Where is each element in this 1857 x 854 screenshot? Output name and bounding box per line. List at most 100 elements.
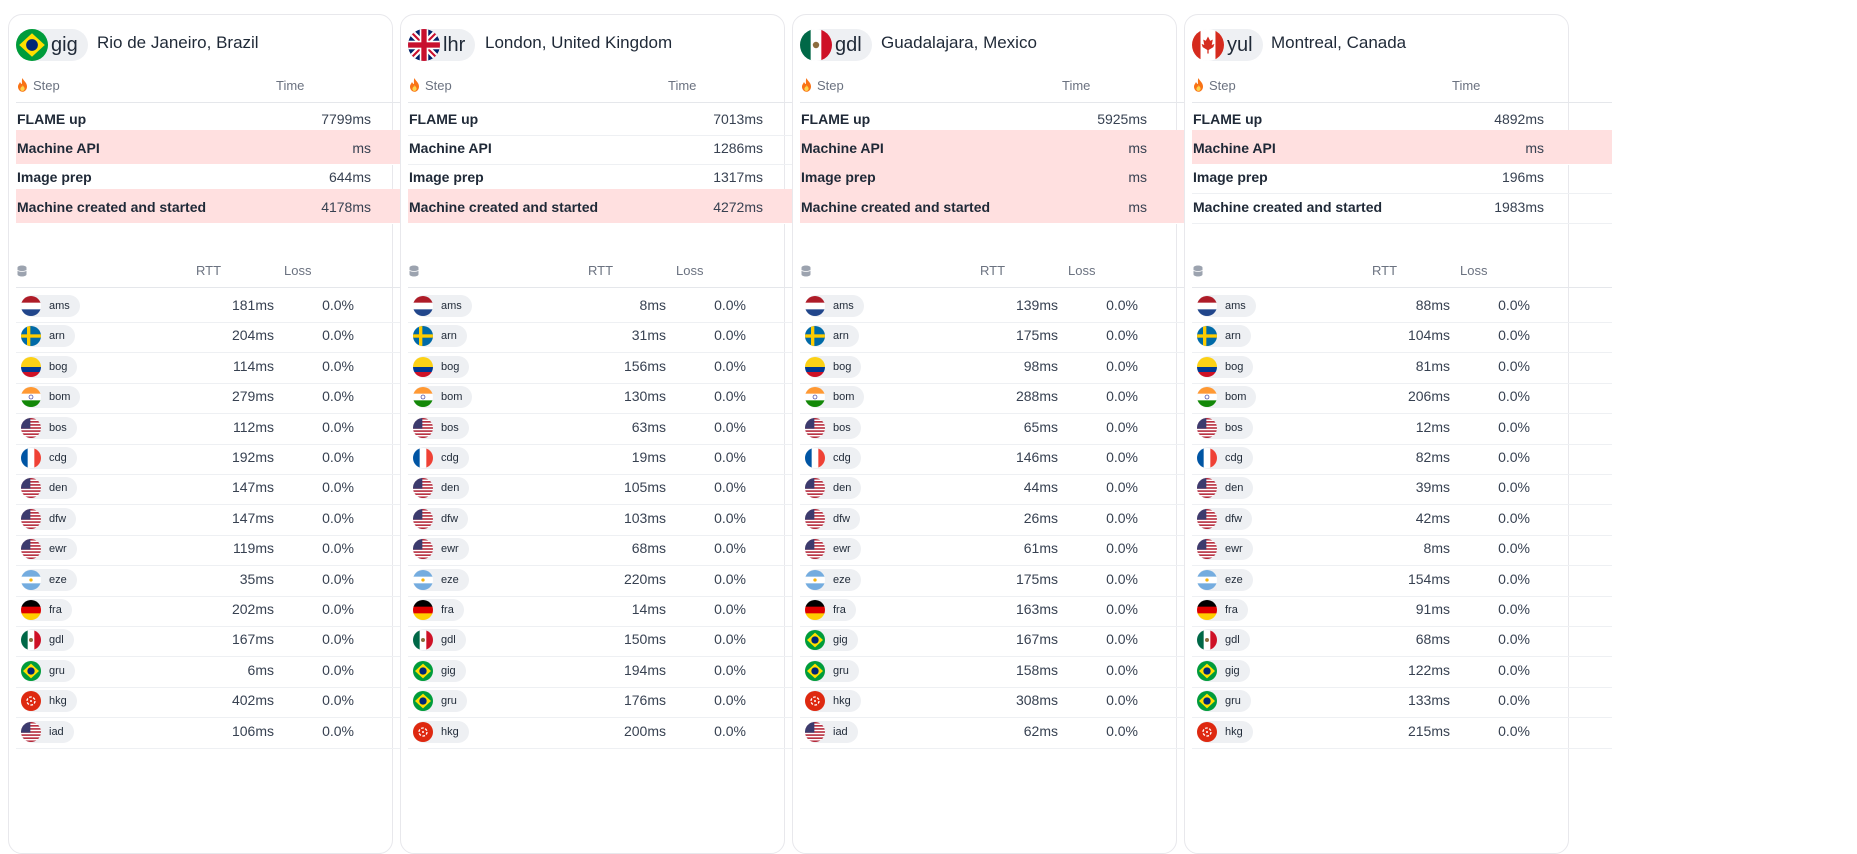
- region-badge[interactable]: lhr: [408, 29, 476, 61]
- ping-region-badge[interactable]: gdl: [21, 629, 74, 651]
- ping-region-badge[interactable]: gig: [805, 629, 858, 651]
- ping-region-badge[interactable]: ams: [21, 295, 80, 317]
- ping-region-badge[interactable]: ewr: [1197, 538, 1253, 560]
- ping-region-code: eze: [833, 574, 851, 586]
- ping-region-badge[interactable]: fra: [1197, 599, 1248, 621]
- ping-region-code: bos: [833, 422, 851, 434]
- ping-region-badge[interactable]: iad: [21, 721, 74, 743]
- ping-rtt: 194ms: [623, 662, 666, 678]
- ping-region-badge[interactable]: gru: [1197, 690, 1251, 712]
- ping-region-badge[interactable]: gdl: [413, 629, 466, 651]
- ar-flag-icon: [1197, 570, 1217, 590]
- ping-region-badge[interactable]: fra: [413, 599, 464, 621]
- ping-rtt: 202ms: [231, 601, 274, 617]
- step-time: 5925ms: [1097, 111, 1147, 127]
- ping-region-badge[interactable]: gdl: [1197, 629, 1250, 651]
- ping-region-badge[interactable]: iad: [805, 721, 858, 743]
- nl-flag-icon: [413, 296, 433, 316]
- ping-region-badge[interactable]: gig: [413, 660, 466, 682]
- ping-region-badge[interactable]: bom: [413, 386, 473, 408]
- ping-region-badge[interactable]: hkg: [1197, 721, 1253, 743]
- ping-region-badge[interactable]: arn: [805, 325, 859, 347]
- ping-region-badge[interactable]: eze: [21, 569, 77, 591]
- ping-region-badge[interactable]: dfw: [21, 508, 77, 530]
- ping-region-badge[interactable]: dfw: [413, 508, 469, 530]
- region-badge[interactable]: yul: [1192, 29, 1263, 61]
- us-flag-icon: [805, 418, 825, 438]
- ping-region-badge[interactable]: bos: [805, 417, 861, 439]
- ping-region-badge[interactable]: bog: [413, 356, 470, 378]
- ping-region-badge[interactable]: hkg: [805, 690, 861, 712]
- ping-loss: 0.0%: [322, 479, 354, 495]
- ping-region-code: gig: [1225, 665, 1240, 677]
- ping-region-badge[interactable]: bom: [21, 386, 81, 408]
- ping-region-badge[interactable]: eze: [413, 569, 469, 591]
- us-flag-icon: [413, 478, 433, 498]
- ping-region-badge[interactable]: cdg: [805, 447, 861, 469]
- ping-region-badge[interactable]: gig: [1197, 660, 1250, 682]
- hk-flag-icon: [805, 691, 825, 711]
- ping-region-badge[interactable]: den: [1197, 477, 1254, 499]
- ping-row: bom 206ms 0.0%: [1192, 378, 1612, 414]
- region-badge[interactable]: gdl: [800, 29, 872, 61]
- ping-region-badge[interactable]: arn: [21, 325, 75, 347]
- ping-region-code: ams: [441, 300, 462, 312]
- ping-region-badge[interactable]: bog: [805, 356, 862, 378]
- ar-flag-icon: [413, 570, 433, 590]
- ping-region-badge[interactable]: hkg: [413, 721, 469, 743]
- ping-region-badge[interactable]: arn: [413, 325, 467, 347]
- ping-region-badge[interactable]: arn: [1197, 325, 1251, 347]
- ping-region-badge[interactable]: gru: [805, 660, 859, 682]
- ping-region-badge[interactable]: cdg: [413, 447, 469, 469]
- ping-region-badge[interactable]: fra: [21, 599, 72, 621]
- ping-region-badge[interactable]: bog: [1197, 356, 1254, 378]
- ping-region-badge[interactable]: den: [413, 477, 470, 499]
- ping-region-badge[interactable]: dfw: [1197, 508, 1253, 530]
- ping-region-badge[interactable]: fra: [805, 599, 856, 621]
- ping-region-badge[interactable]: bom: [1197, 386, 1257, 408]
- ping-loss: 0.0%: [322, 723, 354, 739]
- ping-region-badge[interactable]: ams: [1197, 295, 1256, 317]
- ping-region-code: bom: [49, 391, 71, 403]
- ping-region-badge[interactable]: hkg: [21, 690, 77, 712]
- ping-rtt: 68ms: [631, 540, 666, 556]
- nl-flag-icon: [805, 296, 825, 316]
- ping-region-badge[interactable]: ams: [805, 295, 864, 317]
- ping-region-code: gig: [441, 665, 456, 677]
- in-flag-icon: [805, 387, 825, 407]
- ping-region-badge[interactable]: gru: [21, 660, 75, 682]
- ping-region-badge[interactable]: dfw: [805, 508, 861, 530]
- ping-region-badge[interactable]: den: [805, 477, 862, 499]
- ping-region-badge[interactable]: cdg: [1197, 447, 1253, 469]
- steps-table-header: Step Time: [800, 72, 1220, 103]
- mx-flag-icon: [800, 29, 832, 61]
- br-flag-icon: [1197, 691, 1217, 711]
- ping-rtt: 68ms: [1415, 631, 1450, 647]
- ping-region-code: hkg: [49, 695, 67, 707]
- ping-region-badge[interactable]: den: [21, 477, 78, 499]
- ping-region-badge[interactable]: cdg: [21, 447, 77, 469]
- ping-region-badge[interactable]: ams: [413, 295, 472, 317]
- ping-region-badge[interactable]: eze: [1197, 569, 1253, 591]
- ping-row: bos 112ms 0.0%: [16, 409, 436, 445]
- ping-region-badge[interactable]: ewr: [413, 538, 469, 560]
- ping-region-badge[interactable]: bos: [21, 417, 77, 439]
- ping-region-badge[interactable]: bom: [805, 386, 865, 408]
- us-flag-icon: [413, 539, 433, 559]
- ping-region-badge[interactable]: bos: [1197, 417, 1253, 439]
- ping-region-badge[interactable]: bos: [413, 417, 469, 439]
- ping-table-header: RTT Loss: [800, 255, 1220, 288]
- ping-region-code: iad: [49, 726, 64, 738]
- step-name: Machine API: [409, 140, 492, 156]
- ping-region-code: ewr: [441, 543, 459, 555]
- ping-region-badge[interactable]: ewr: [805, 538, 861, 560]
- ping-row: bom 279ms 0.0%: [16, 378, 436, 414]
- ping-row: fra 14ms 0.0%: [408, 591, 828, 627]
- ping-region-badge[interactable]: ewr: [21, 538, 77, 560]
- ping-region-badge[interactable]: eze: [805, 569, 861, 591]
- hk-flag-icon: [1197, 722, 1217, 742]
- server-icon: [801, 265, 811, 277]
- ping-region-badge[interactable]: bog: [21, 356, 78, 378]
- region-badge[interactable]: gig: [16, 29, 88, 61]
- ping-region-badge[interactable]: gru: [413, 690, 467, 712]
